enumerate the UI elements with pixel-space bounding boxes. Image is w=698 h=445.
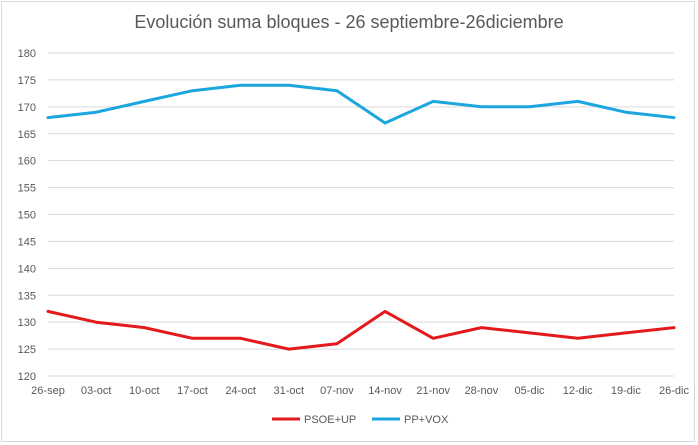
y-axis-ticks: 120 125 130 135 140 145 150 155 160 165 170 175 180 bbox=[18, 48, 36, 383]
x-tick-label: 19-dic bbox=[611, 385, 641, 397]
x-tick-label: 12-dic bbox=[563, 385, 593, 397]
x-tick-label: 05-dic bbox=[515, 385, 545, 397]
y-tick-label: 160 bbox=[18, 156, 36, 168]
chart-title: Evolución suma bloques - 26 septiembre-2… bbox=[134, 12, 564, 32]
y-tick-label: 145 bbox=[18, 236, 36, 248]
y-tick-label: 175 bbox=[18, 75, 36, 87]
x-tick-label: 26-dic bbox=[659, 385, 689, 397]
x-tick-label: 07-nov bbox=[320, 385, 354, 397]
x-tick-label: 03-oct bbox=[81, 385, 112, 397]
x-axis-ticks: 26-sep 03-oct 10-oct 17-oct 24-oct 31-oct 07-n… bbox=[31, 385, 689, 397]
x-tick-label: 26-sep bbox=[31, 385, 65, 397]
y-tick-label: 170 bbox=[18, 102, 36, 114]
y-tick-label: 130 bbox=[18, 317, 36, 329]
series-lines bbox=[46, 83, 676, 351]
y-tick-label: 165 bbox=[18, 129, 36, 141]
y-tick-label: 180 bbox=[18, 48, 36, 60]
y-tick-label: 155 bbox=[18, 183, 36, 195]
legend-label: PP+VOX bbox=[404, 414, 449, 426]
x-tick-label: 17-oct bbox=[177, 385, 208, 397]
series-line-pp-vox bbox=[46, 83, 676, 125]
x-tick-label: 31-oct bbox=[273, 385, 304, 397]
x-tick-label: 28-nov bbox=[465, 385, 499, 397]
x-tick-label: 14-nov bbox=[368, 385, 402, 397]
y-tick-label: 135 bbox=[18, 290, 36, 302]
y-tick-label: 120 bbox=[18, 371, 36, 383]
series-line-psoe-up bbox=[46, 309, 676, 351]
legend-label: PSOE+UP bbox=[304, 414, 356, 426]
y-tick-label: 125 bbox=[18, 344, 36, 356]
y-tick-label: 140 bbox=[18, 263, 36, 275]
x-tick-label: 21-nov bbox=[416, 385, 450, 397]
x-tick-label: 10-oct bbox=[129, 385, 160, 397]
legend: PSOE+UP PP+VOX bbox=[272, 414, 449, 426]
y-tick-label: 150 bbox=[18, 210, 36, 222]
x-tick-label: 24-oct bbox=[225, 385, 256, 397]
